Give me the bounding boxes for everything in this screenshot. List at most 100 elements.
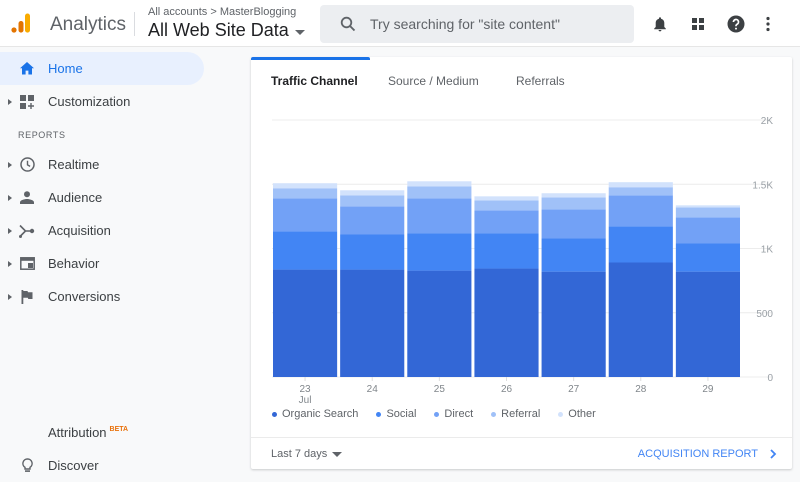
bar-segment <box>474 268 539 377</box>
tab-traffic-channel[interactable]: Traffic Channel <box>271 74 358 88</box>
breadcrumb[interactable]: All accounts > MasterBlogging <box>148 6 297 18</box>
sidebar-item-discover[interactable]: Discover <box>0 449 204 482</box>
sidebar-item-home[interactable]: Home <box>0 52 204 85</box>
sidebar-item-acquisition[interactable]: Acquisition <box>0 214 204 247</box>
bar-stack[interactable] <box>340 190 405 377</box>
x-month-label: Jul <box>299 395 312 406</box>
bar-stack[interactable] <box>474 196 539 377</box>
bar-stack[interactable] <box>541 193 606 377</box>
legend-label: Organic Search <box>282 408 359 420</box>
bar-segment <box>273 188 338 199</box>
lightbulb-icon <box>18 457 36 475</box>
merge-icon <box>18 222 36 240</box>
sidebar-item-audience[interactable]: Audience <box>0 181 204 214</box>
bar-segment <box>273 198 338 232</box>
x-tick-label: 29 <box>702 384 714 395</box>
date-range-selector[interactable]: Last 7 days <box>271 448 343 460</box>
card-footer: Last 7 days ACQUISITION REPORT <box>251 437 792 469</box>
expand-arrow-icon <box>8 98 12 105</box>
bar-segment <box>608 195 673 227</box>
bar-segment <box>675 205 740 208</box>
divider <box>134 12 135 36</box>
chart-legend: Organic Search Social Direct Referral Other <box>272 408 596 420</box>
bar-segment <box>474 210 539 234</box>
bar-segment <box>474 233 539 269</box>
sidebar: Home Customization REPORTS Realtime Audi… <box>0 48 240 476</box>
acquisition-report-link[interactable]: ACQUISITION REPORT <box>638 448 777 460</box>
search-bar[interactable] <box>320 5 634 43</box>
bar-segment <box>407 181 472 187</box>
bar-segment <box>675 207 740 218</box>
chevron-down-icon <box>332 452 343 457</box>
legend-item[interactable]: Social <box>376 408 416 420</box>
bar-stack[interactable] <box>675 205 740 377</box>
app-name: Analytics <box>50 14 127 35</box>
property-name: All Web Site Data <box>148 20 289 40</box>
y-tick-label: 1K <box>761 245 774 256</box>
x-tick-label: 26 <box>501 384 513 395</box>
more-vert-icon <box>766 16 770 32</box>
bar-segment <box>340 269 405 377</box>
active-tab-indicator <box>251 57 370 60</box>
search-icon <box>340 16 356 32</box>
bar-segment <box>273 231 338 270</box>
y-tick-label: 1.5K <box>752 180 773 191</box>
sidebar-item-customization[interactable]: Customization <box>0 85 204 118</box>
bar-stack[interactable] <box>407 181 472 377</box>
legend-dot-icon <box>491 411 497 417</box>
tab-source-medium[interactable]: Source / Medium <box>388 74 479 88</box>
apps-button[interactable] <box>687 13 709 35</box>
attribution-label: Attribution <box>48 425 107 440</box>
bar-segment <box>675 271 740 377</box>
x-tick-label: 24 <box>367 384 379 395</box>
legend-item[interactable]: Referral <box>491 408 540 420</box>
y-tick-label: 500 <box>756 309 773 320</box>
legend-dot-icon <box>434 411 440 417</box>
sidebar-item-label: Home <box>48 61 83 76</box>
bar-segment <box>675 217 740 244</box>
legend-item[interactable]: Organic Search <box>272 408 358 420</box>
sidebar-item-behavior[interactable]: Behavior <box>0 247 204 280</box>
x-tick-label: 27 <box>568 384 580 395</box>
bar-segment <box>608 187 673 196</box>
flag-icon <box>18 288 36 306</box>
bar-segment <box>675 243 740 272</box>
sidebar-item-label: Behavior <box>48 256 100 271</box>
bar-segment <box>340 195 405 207</box>
bar-segment <box>340 234 405 270</box>
expand-arrow-icon <box>8 194 12 201</box>
traffic-card: Traffic Channel Source / Medium Referral… <box>251 57 792 469</box>
tab-referrals[interactable]: Referrals <box>516 74 565 88</box>
legend-label: Direct <box>444 408 474 420</box>
bar-segment <box>407 233 472 271</box>
bar-segment <box>407 186 472 199</box>
legend-item[interactable]: Direct <box>434 408 473 420</box>
sidebar-item-label: Discover <box>48 458 99 473</box>
x-tick-label: 28 <box>635 384 647 395</box>
y-tick-label: 2K <box>761 116 774 127</box>
notifications-button[interactable] <box>649 13 671 35</box>
legend-label: Other <box>568 408 596 420</box>
bar-segment <box>407 270 472 377</box>
chevron-right-icon <box>770 449 777 459</box>
expand-arrow-icon <box>8 293 12 300</box>
bar-stack[interactable] <box>273 183 338 377</box>
sidebar-item-conversions[interactable]: Conversions <box>0 280 204 313</box>
search-input[interactable] <box>370 16 610 32</box>
reports-section-label: REPORTS <box>18 130 66 140</box>
more-menu-button[interactable] <box>757 13 779 35</box>
bar-segment <box>541 209 606 239</box>
property-selector[interactable]: All Web Site Data <box>148 20 305 41</box>
bar-stack[interactable] <box>608 182 673 377</box>
legend-dot-icon <box>376 411 382 417</box>
home-icon <box>18 60 36 78</box>
sidebar-item-attribution[interactable]: Attribution BETA <box>0 416 204 449</box>
help-button[interactable] <box>725 13 747 35</box>
bar-segment <box>541 271 606 377</box>
person-icon <box>18 189 36 207</box>
legend-item[interactable]: Other <box>558 408 596 420</box>
sidebar-item-realtime[interactable]: Realtime <box>0 148 204 181</box>
legend-label: Social <box>386 408 417 420</box>
bell-icon <box>654 17 666 32</box>
